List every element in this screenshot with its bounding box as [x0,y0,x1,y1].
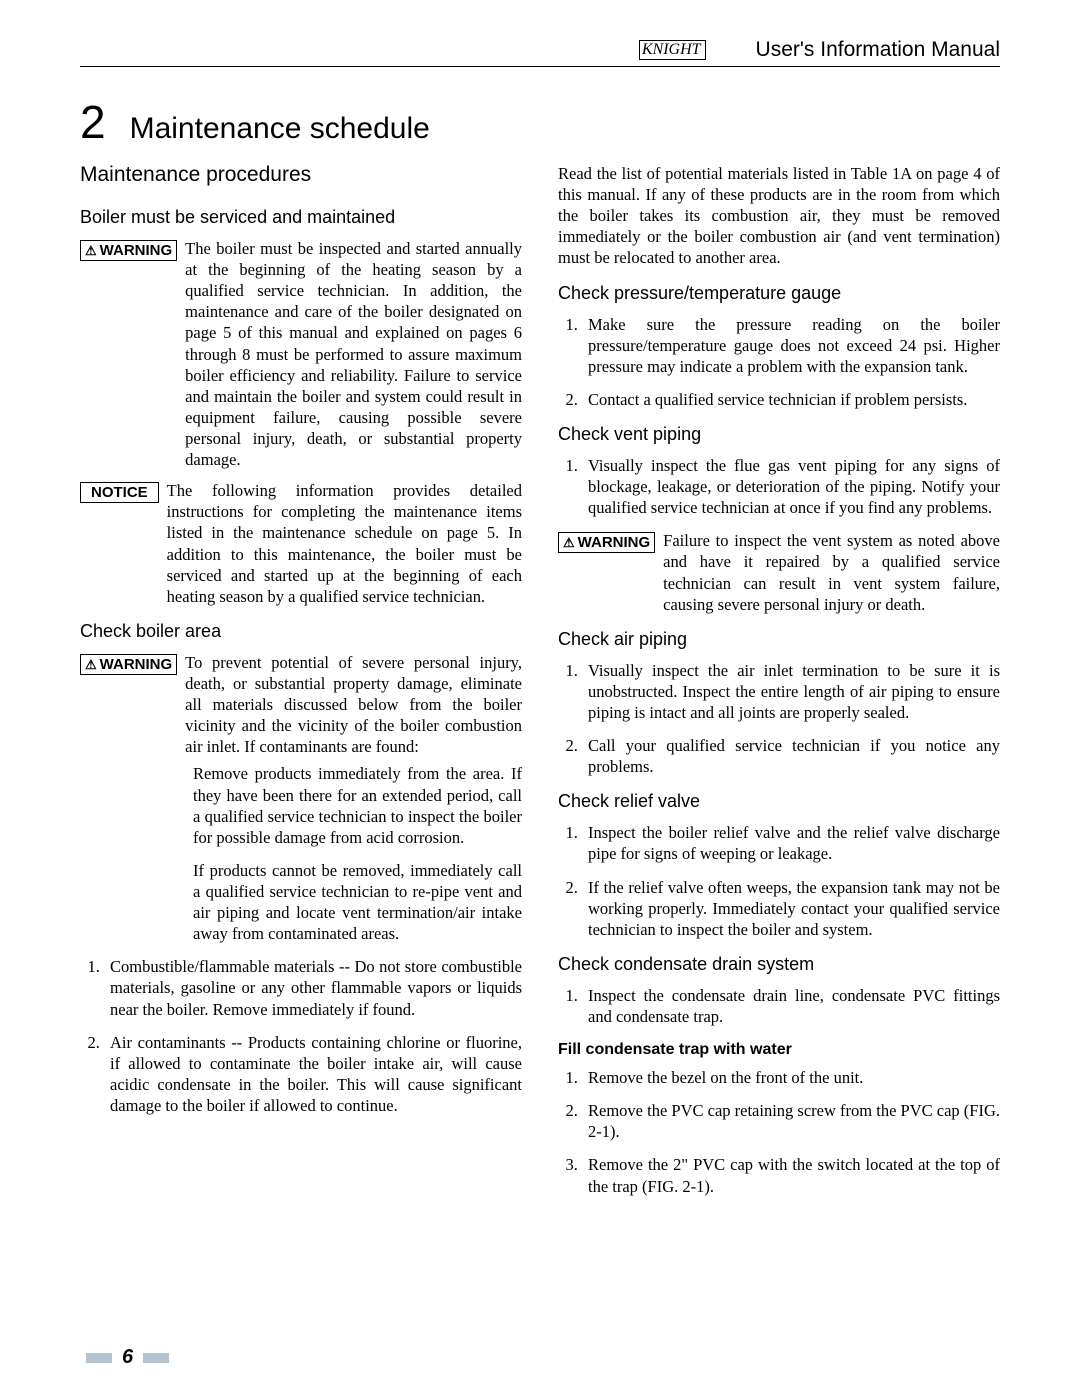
list-item: Call your qualified service technician i… [582,735,1000,777]
warning-continuation: If products cannot be removed, immediate… [193,860,522,944]
warning-callout: ⚠ WARNING Failure to inspect the vent sy… [558,530,1000,614]
list-item: Make sure the pressure reading on the bo… [582,314,1000,377]
warning-icon: ⚠ [85,244,97,257]
paragraph: Read the list of potential materials lis… [558,163,1000,269]
warning-callout: ⚠ WARNING The boiler must be inspected a… [80,238,522,470]
notice-body: The following information provides detai… [167,480,522,607]
list-item: If the relief valve often weeps, the exp… [582,877,1000,940]
chapter-number: 2 [80,95,106,149]
page-bar-icon [143,1353,169,1363]
warning-icon: ⚠ [563,536,575,549]
warning-body: To prevent potential of severe personal … [185,652,522,758]
subsection-heading: Check relief valve [558,791,1000,812]
list-item: Remove the PVC cap retaining screw from … [582,1100,1000,1142]
list-item: Contact a qualified service technician i… [582,389,1000,410]
list-item: Combustible/flammable materials -- Do no… [104,956,522,1019]
warning-body: Failure to inspect the vent system as no… [663,530,1000,614]
subsection-heading: Check vent piping [558,424,1000,445]
list-item: Visually inspect the flue gas vent pipin… [582,455,1000,518]
brand-logo: KNIGHT [639,40,706,60]
numbered-list: Inspect the condensate drain line, conde… [558,985,1000,1027]
page-header: KNIGHT User's Information Manual [80,38,1000,67]
numbered-list: Visually inspect the flue gas vent pipin… [558,455,1000,518]
numbered-list: Combustible/flammable materials -- Do no… [80,956,522,1116]
warning-icon: ⚠ [85,658,97,671]
page-number-text: 6 [122,1346,133,1369]
warning-body: The boiler must be inspected and started… [185,238,522,470]
numbered-list: Make sure the pressure reading on the bo… [558,314,1000,410]
manual-title: User's Information Manual [756,38,1000,62]
bold-heading: Fill condensate trap with water [558,1041,1000,1059]
list-item: Inspect the boiler relief valve and the … [582,822,1000,864]
notice-label: NOTICE [80,482,159,503]
subsection-heading: Boiler must be serviced and maintained [80,207,522,228]
subsection-heading: Check pressure/temperature gauge [558,283,1000,304]
list-item: Visually inspect the air inlet terminati… [582,660,1000,723]
list-item: Inspect the condensate drain line, conde… [582,985,1000,1027]
subsection-heading: Check air piping [558,629,1000,650]
warning-label-text: WARNING [578,534,651,551]
page-bar-icon [86,1353,112,1363]
section-heading: Maintenance procedures [80,163,522,187]
notice-callout: NOTICE The following information provide… [80,480,522,607]
warning-continuation: Remove products immediately from the are… [193,763,522,847]
left-column: Maintenance procedures Boiler must be se… [80,163,522,1209]
right-column: Read the list of potential materials lis… [558,163,1000,1209]
chapter-title: Maintenance schedule [130,112,430,146]
numbered-list: Remove the bezel on the front of the uni… [558,1067,1000,1197]
list-item: Air contaminants -- Products containing … [104,1032,522,1116]
list-item: Remove the 2" PVC cap with the switch lo… [582,1154,1000,1196]
warning-label: ⚠ WARNING [80,240,177,261]
chapter-heading: 2 Maintenance schedule [80,95,1000,149]
page-number: 6 [86,1346,169,1369]
notice-label-text: NOTICE [91,484,148,501]
warning-label-text: WARNING [100,242,173,259]
numbered-list: Visually inspect the air inlet terminati… [558,660,1000,778]
list-item: Remove the bezel on the front of the uni… [582,1067,1000,1088]
warning-label: ⚠ WARNING [558,532,655,553]
subsection-heading: Check boiler area [80,621,522,642]
subsection-heading: Check condensate drain system [558,954,1000,975]
numbered-list: Inspect the boiler relief valve and the … [558,822,1000,940]
warning-label-text: WARNING [100,656,173,673]
warning-callout: ⚠ WARNING To prevent potential of severe… [80,652,522,758]
warning-label: ⚠ WARNING [80,654,177,675]
brand-text: KNIGHT [642,41,701,59]
content-columns: Maintenance procedures Boiler must be se… [80,163,1000,1209]
